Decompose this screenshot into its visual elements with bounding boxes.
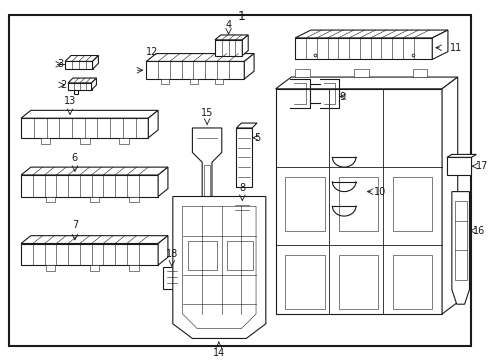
Polygon shape [173, 197, 266, 338]
Bar [317, 211, 324, 219]
Polygon shape [295, 38, 432, 59]
Polygon shape [193, 128, 222, 216]
Polygon shape [183, 206, 256, 329]
Polygon shape [243, 35, 248, 55]
Text: 5: 5 [254, 133, 260, 143]
Polygon shape [339, 255, 378, 309]
Polygon shape [455, 201, 466, 280]
Polygon shape [393, 177, 432, 231]
Text: 8: 8 [239, 183, 245, 193]
Text: 18: 18 [166, 249, 178, 259]
Polygon shape [432, 30, 448, 59]
Polygon shape [413, 69, 427, 77]
Polygon shape [161, 79, 169, 84]
Polygon shape [215, 79, 223, 84]
Polygon shape [447, 154, 476, 157]
Polygon shape [74, 90, 78, 94]
Text: 3: 3 [57, 59, 63, 69]
Polygon shape [295, 69, 310, 77]
Text: 14: 14 [213, 348, 225, 358]
Polygon shape [90, 197, 99, 202]
Text: 16: 16 [473, 226, 486, 236]
Polygon shape [158, 236, 168, 265]
Polygon shape [119, 138, 129, 144]
Text: 15: 15 [201, 108, 213, 118]
Polygon shape [191, 79, 198, 84]
Polygon shape [92, 78, 97, 90]
Polygon shape [442, 77, 458, 314]
Bar [236, 215, 249, 223]
Bar [237, 128, 252, 187]
Polygon shape [129, 197, 139, 202]
Polygon shape [147, 62, 245, 79]
Text: 7: 7 [72, 220, 78, 230]
Bar [447, 157, 471, 175]
Polygon shape [285, 177, 324, 231]
Polygon shape [275, 89, 442, 314]
Polygon shape [90, 265, 99, 271]
Bar [232, 201, 253, 215]
Polygon shape [215, 40, 243, 55]
Polygon shape [93, 55, 98, 69]
Polygon shape [80, 138, 90, 144]
Polygon shape [148, 111, 158, 138]
Polygon shape [21, 167, 168, 175]
Polygon shape [204, 165, 210, 201]
Bar [163, 267, 181, 288]
Polygon shape [21, 236, 168, 243]
Polygon shape [147, 54, 254, 62]
Polygon shape [237, 123, 257, 128]
Polygon shape [21, 118, 148, 138]
Polygon shape [245, 54, 254, 79]
Polygon shape [65, 55, 98, 62]
Polygon shape [21, 243, 158, 265]
Polygon shape [21, 175, 158, 197]
Polygon shape [452, 192, 469, 304]
Polygon shape [46, 197, 55, 202]
Polygon shape [65, 62, 93, 69]
Polygon shape [285, 255, 324, 309]
Text: 1: 1 [238, 10, 245, 23]
Text: 2: 2 [60, 80, 66, 90]
Polygon shape [158, 167, 168, 197]
Bar [317, 167, 324, 175]
Polygon shape [68, 78, 97, 83]
Text: 10: 10 [373, 186, 386, 197]
Text: 4: 4 [225, 20, 232, 30]
Polygon shape [21, 111, 158, 118]
Polygon shape [129, 265, 139, 271]
Polygon shape [295, 30, 448, 38]
Polygon shape [215, 35, 248, 40]
Text: 13: 13 [64, 96, 76, 107]
Text: 17: 17 [476, 161, 489, 171]
Polygon shape [393, 255, 432, 309]
Polygon shape [354, 69, 368, 77]
Text: 11: 11 [450, 43, 462, 53]
Text: 12: 12 [147, 46, 159, 57]
Polygon shape [41, 138, 50, 144]
Polygon shape [339, 177, 378, 231]
Polygon shape [68, 83, 92, 90]
Polygon shape [46, 265, 55, 271]
Text: 9: 9 [339, 92, 345, 102]
Polygon shape [275, 77, 458, 89]
Polygon shape [188, 240, 217, 270]
Polygon shape [227, 240, 253, 270]
Text: 6: 6 [72, 153, 78, 163]
Bar [317, 192, 324, 199]
Bar [324, 152, 332, 221]
